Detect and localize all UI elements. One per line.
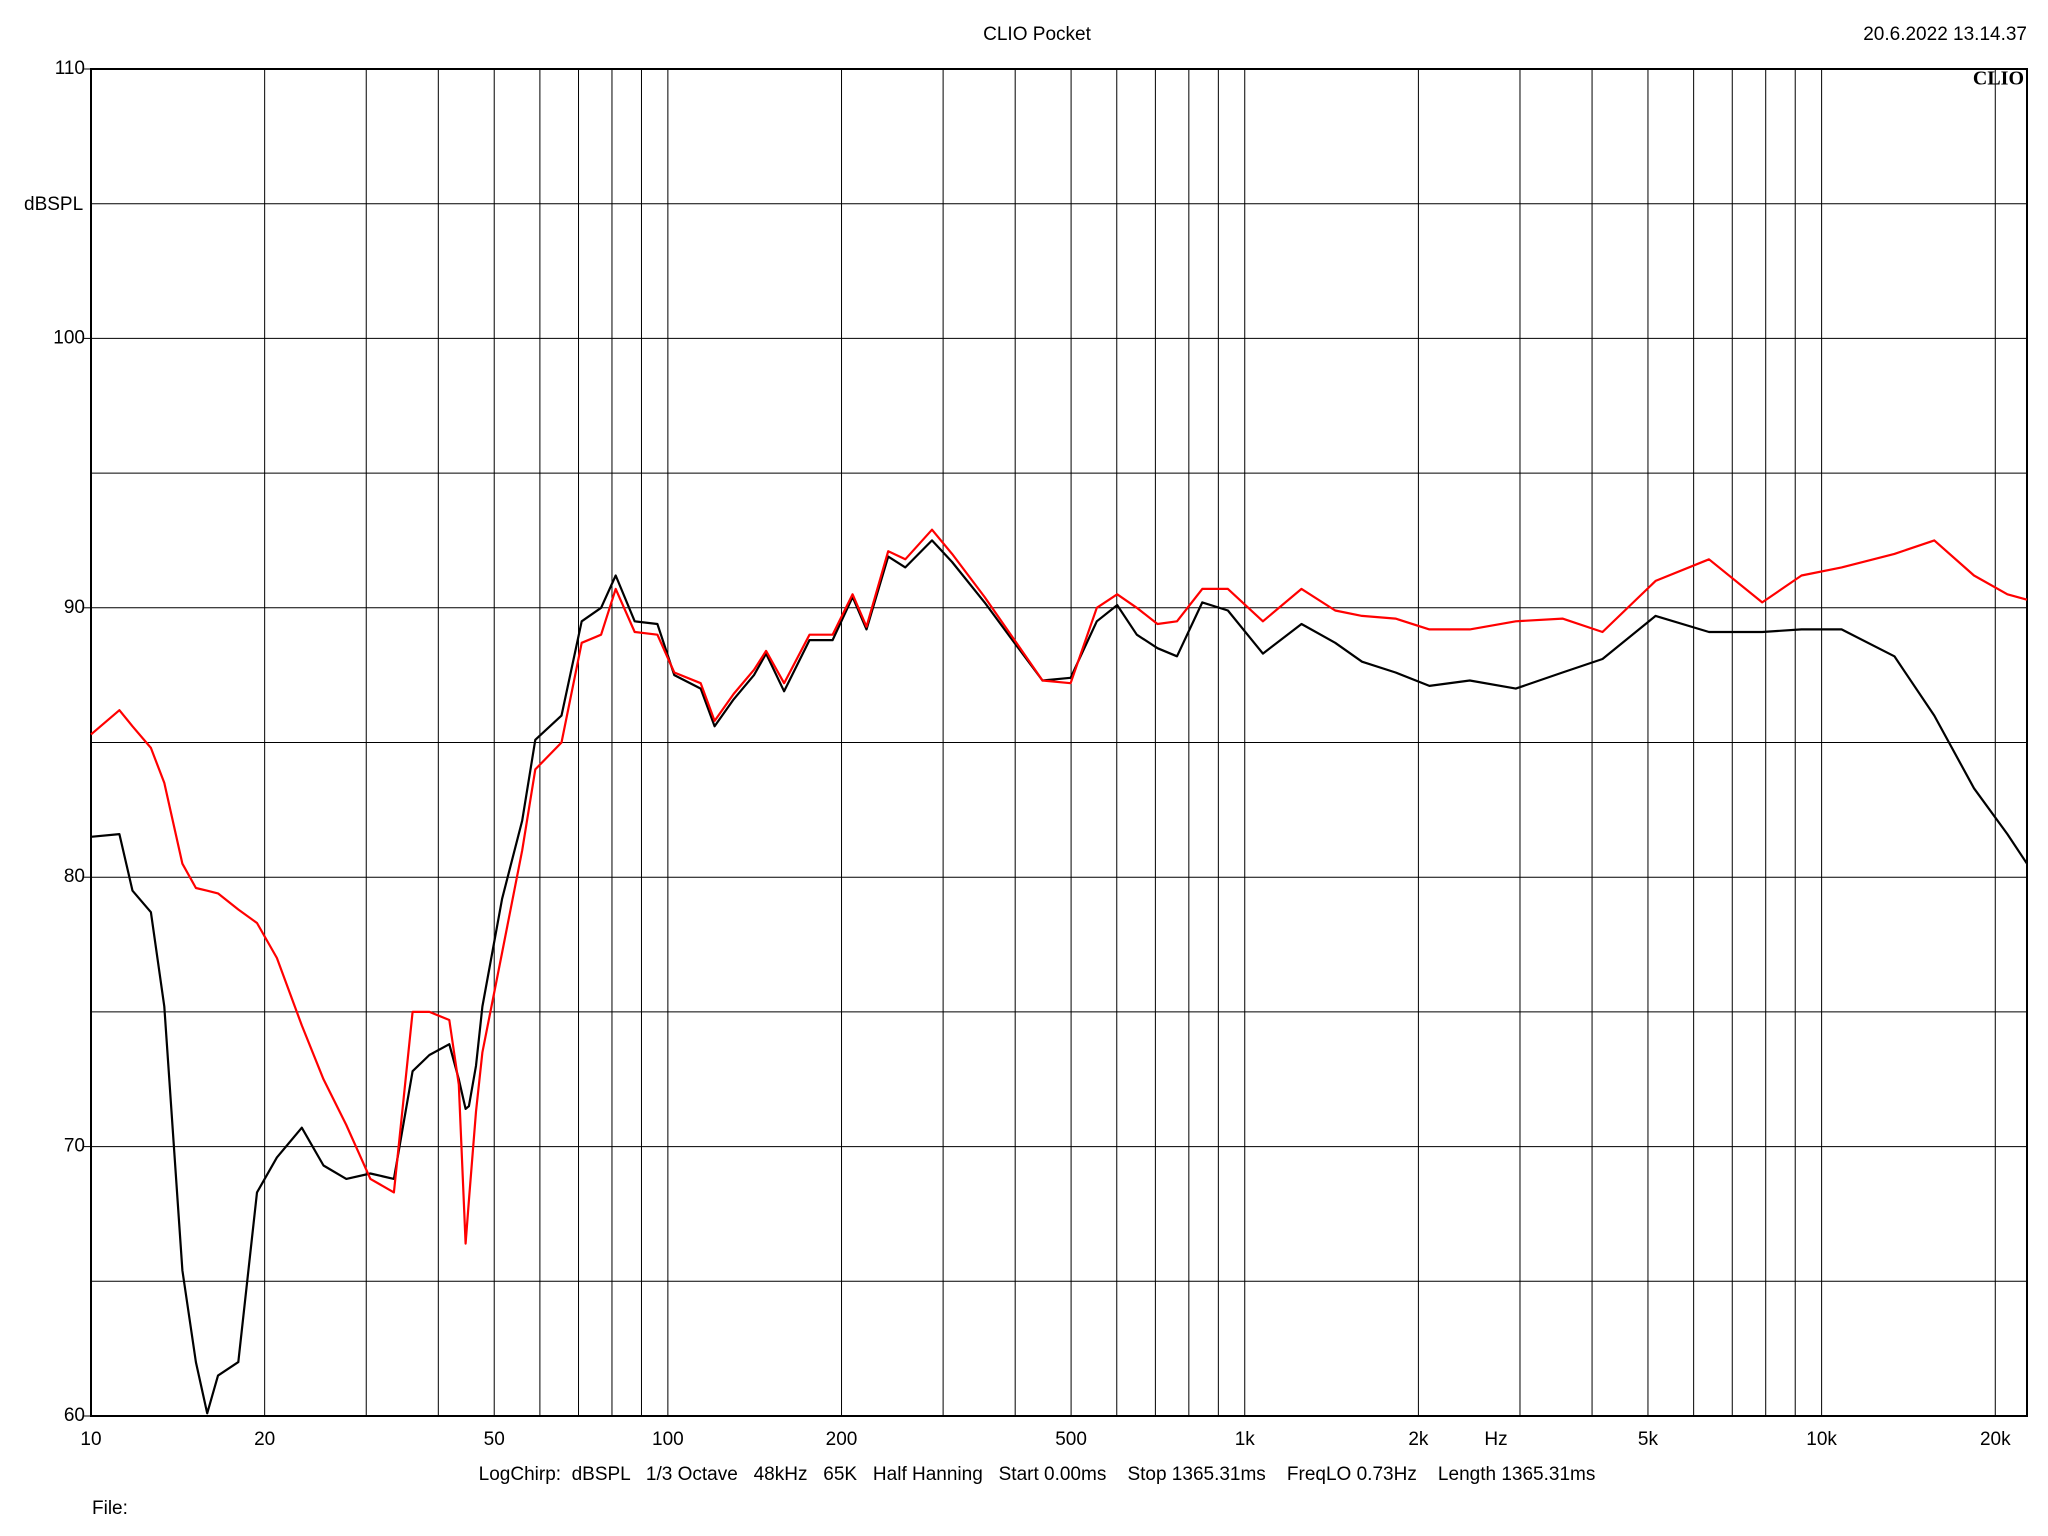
y-tick-label: 70	[64, 1136, 85, 1157]
file-label: File:	[92, 1498, 128, 1519]
x-axis-label: Hz	[1484, 1429, 1507, 1450]
x-tick-label: 2k	[1408, 1429, 1429, 1450]
x-tick-label: 10k	[1806, 1429, 1837, 1450]
x-tick-label: 500	[1055, 1429, 1087, 1450]
x-tick-label: 20	[254, 1429, 275, 1450]
x-tick-label: 5k	[1638, 1429, 1659, 1450]
y-tick-label: 110	[55, 58, 85, 79]
series-line	[90, 528, 2028, 1245]
chart-title: CLIO Pocket	[983, 24, 1091, 45]
y-tick-label: 100	[53, 327, 85, 348]
x-tick-label: 10	[80, 1429, 101, 1450]
footer: LogChirp: dBSPL 1/3 Octave 48kHz 65K Hal…	[479, 1464, 1596, 1485]
series-line	[90, 539, 2028, 1415]
y-tick-label: 80	[64, 866, 85, 887]
x-tick-label: 50	[484, 1429, 505, 1450]
x-tick-label: 100	[652, 1429, 684, 1450]
x-tick-label: 1k	[1235, 1429, 1256, 1450]
x-tick-label: 200	[826, 1429, 858, 1450]
logo: CLIO	[1973, 68, 2024, 90]
x-tick-label: 20k	[1980, 1429, 2011, 1450]
plot-frame	[90, 68, 2028, 1417]
y-tick-label: 90	[64, 597, 85, 618]
timestamp: 20.6.2022 13.14.37	[1863, 24, 2027, 45]
y-axis-label: dBSPL	[24, 194, 83, 215]
y-tick-label: 60	[64, 1405, 85, 1426]
